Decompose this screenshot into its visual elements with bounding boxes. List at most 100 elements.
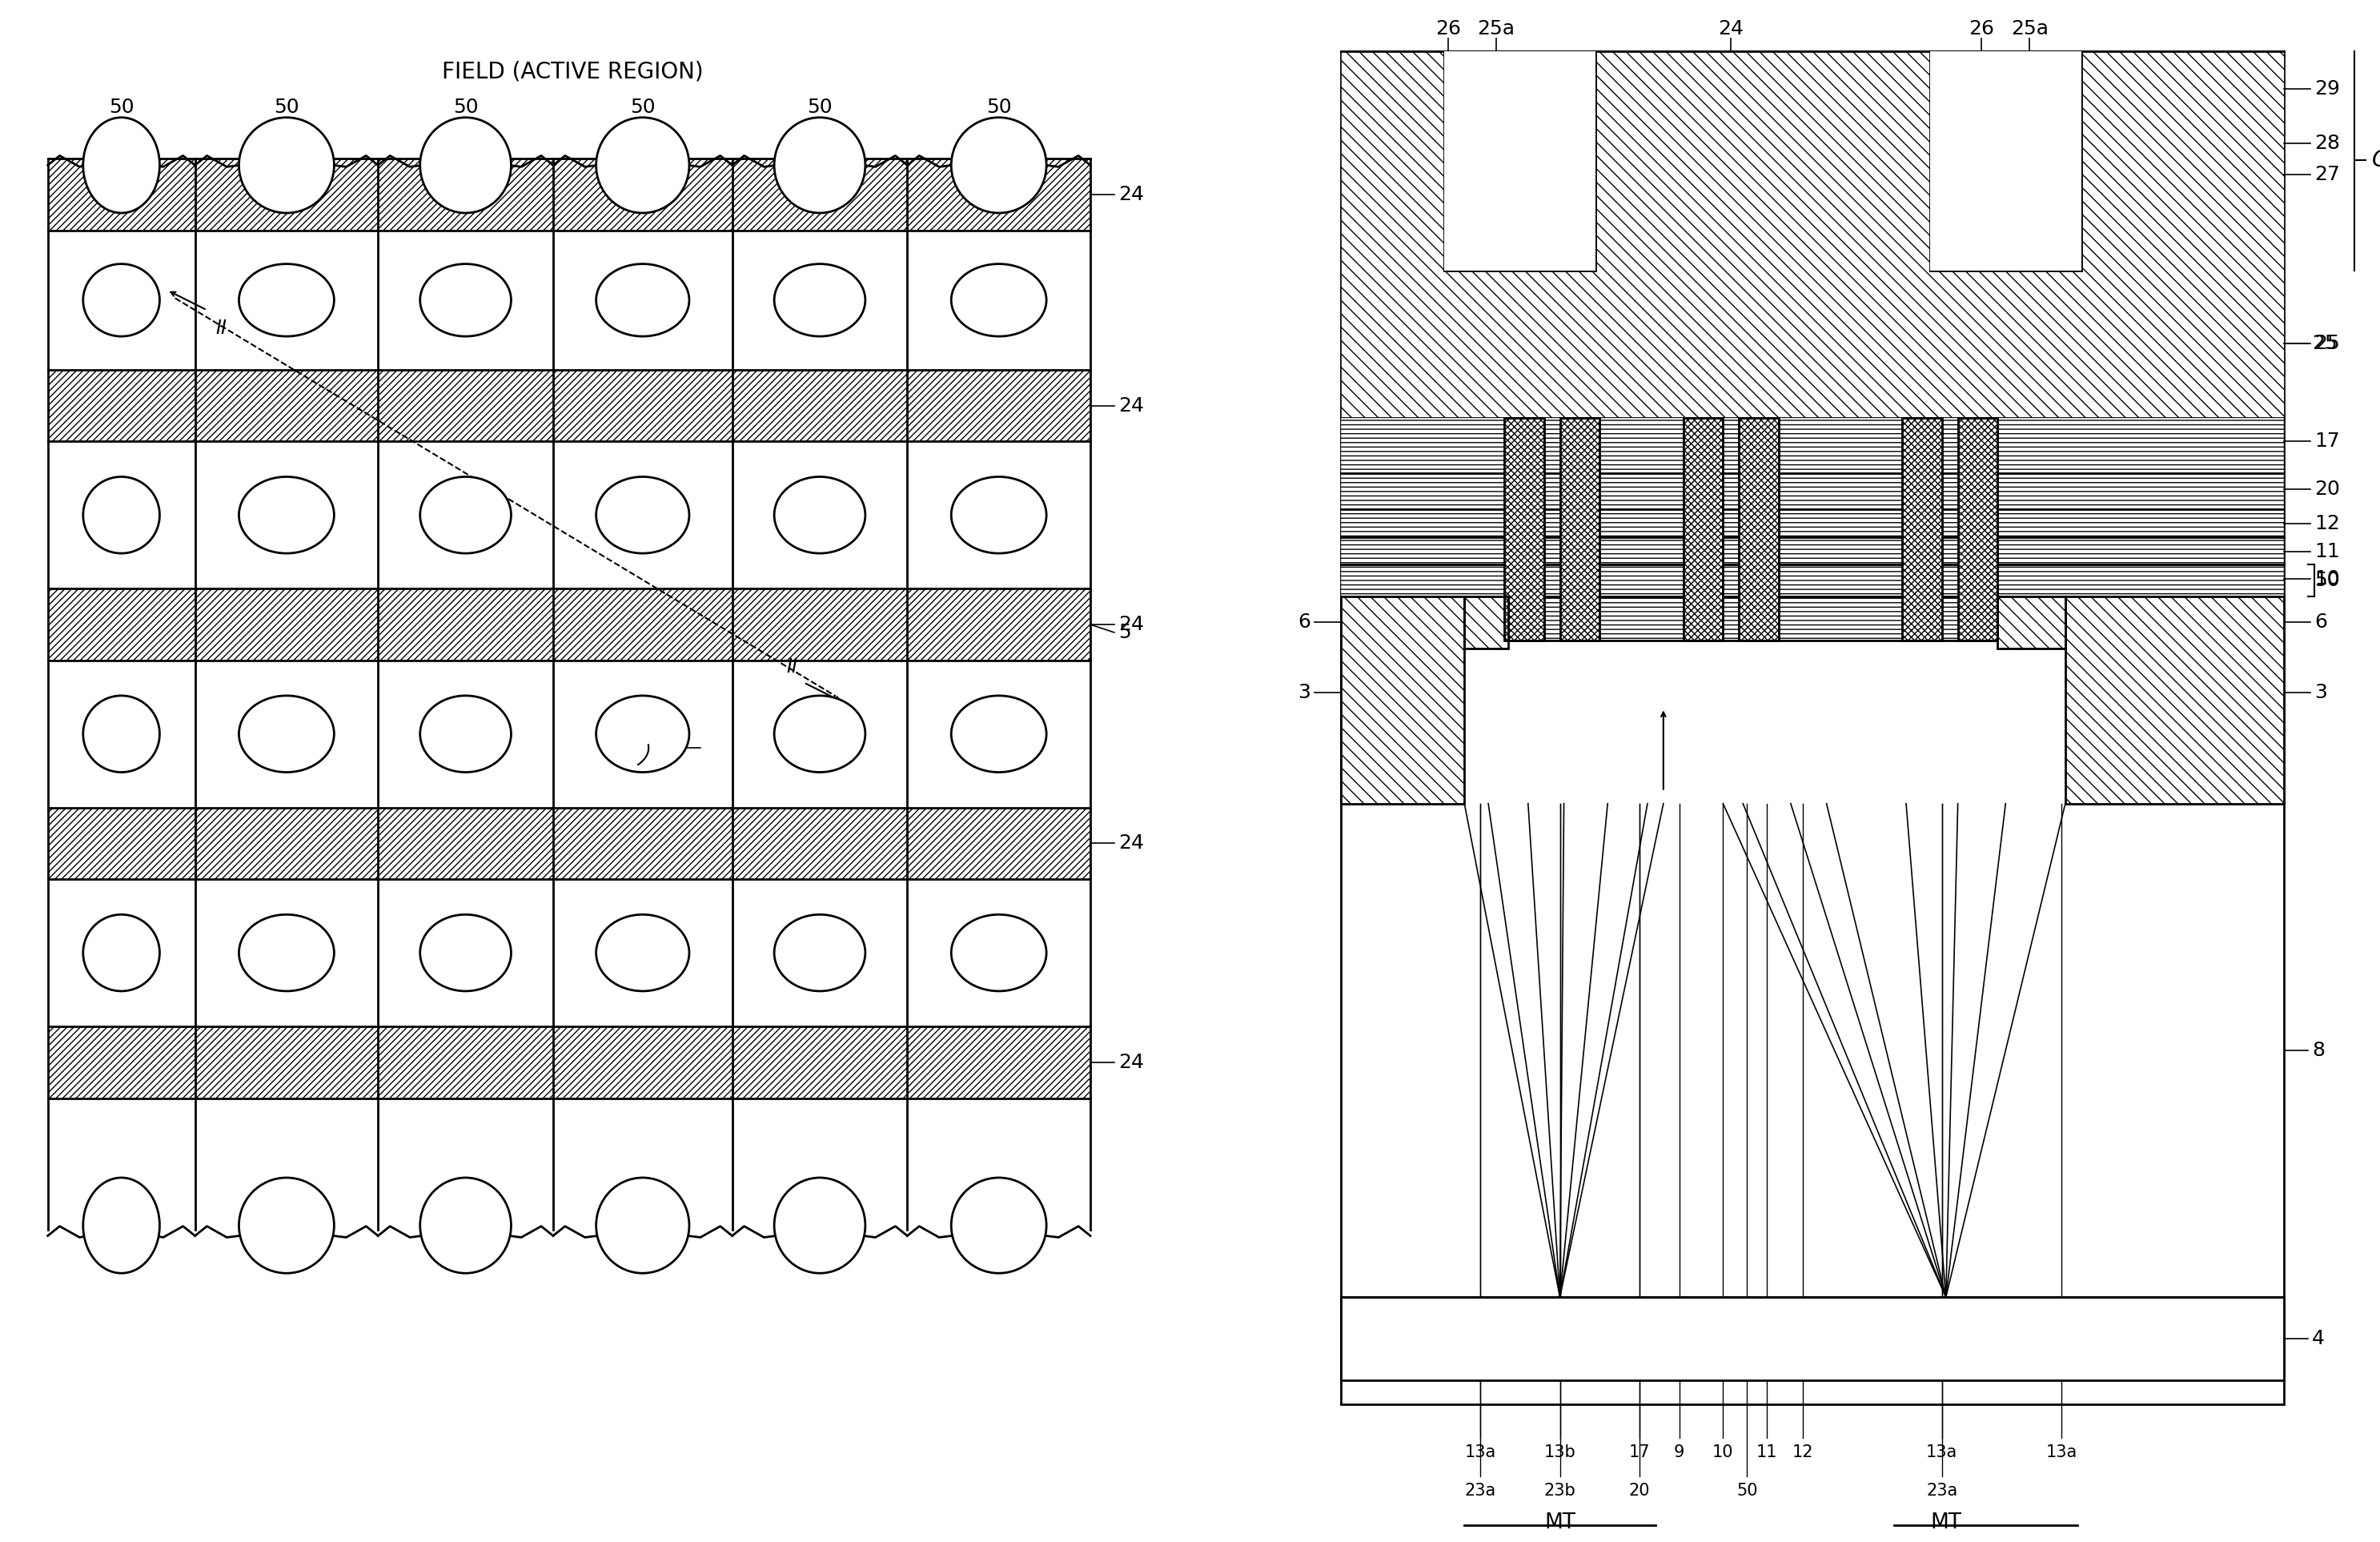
Bar [1340,418,2285,640]
Bar [1445,51,1595,270]
Text: 12: 12 [2313,513,2340,534]
Bar [378,808,552,879]
Ellipse shape [419,264,512,336]
Bar [552,370,733,441]
Ellipse shape [774,914,866,992]
Bar [48,589,195,660]
Bar [733,1027,907,1098]
Bar [907,159,1090,230]
Bar [1930,191,1964,270]
Bar [48,1027,195,1098]
Ellipse shape [774,117,866,213]
Bar [733,808,907,879]
Bar [378,1027,552,1098]
Text: 6: 6 [2313,612,2328,632]
Ellipse shape [419,476,512,554]
Text: 11: 11 [1756,1445,1778,1460]
Bar [1464,597,1509,648]
Text: 50: 50 [2313,571,2340,591]
Bar [907,589,1090,660]
Bar [1464,597,1509,648]
Bar [907,808,1090,879]
Bar [1559,418,1599,640]
Bar [1740,418,1778,640]
Ellipse shape [595,1178,690,1274]
Text: 50: 50 [985,97,1011,117]
Ellipse shape [952,1178,1047,1274]
Bar [48,808,195,879]
Ellipse shape [83,476,159,554]
Text: 24: 24 [1119,834,1145,853]
Ellipse shape [83,117,159,213]
Text: 50: 50 [1737,1482,1756,1499]
Text: 25: 25 [2313,335,2340,353]
Bar [48,159,195,230]
Bar [1445,51,1595,126]
Text: 24: 24 [1119,615,1145,634]
Text: 25a: 25a [2011,20,2049,39]
Text: 10: 10 [2313,569,2340,589]
Text: 13a: 13a [1464,1445,1497,1460]
Ellipse shape [419,1178,512,1274]
Ellipse shape [595,117,690,213]
Bar [195,159,378,230]
Text: 50: 50 [631,97,654,117]
Bar [2066,597,2285,803]
Text: II: II [217,319,226,338]
Text: 26: 26 [1968,20,1994,39]
Bar [552,808,733,879]
Bar [378,589,552,660]
Bar [1561,191,1595,270]
Text: 3: 3 [1297,683,1311,702]
Bar [1445,159,1595,191]
Text: 5: 5 [1119,623,1130,641]
Bar [1959,418,1997,640]
Text: 50: 50 [807,97,833,117]
Ellipse shape [952,914,1047,992]
Text: 24: 24 [1119,185,1145,204]
Ellipse shape [238,1178,333,1274]
Text: 4: 4 [2311,1329,2325,1348]
Text: 23a: 23a [1925,1482,1959,1499]
Ellipse shape [595,264,690,336]
Bar [733,159,907,230]
Text: 9: 9 [1673,1445,1685,1460]
Bar [1997,597,2066,648]
Ellipse shape [595,695,690,773]
Text: MT: MT [1545,1513,1576,1533]
Bar [1964,191,2047,270]
Bar [1340,51,2285,1405]
Text: 13a: 13a [2044,1445,2078,1460]
Text: $\theta$: $\theta$ [652,725,669,748]
Bar [1340,51,2285,418]
Bar [1340,1297,2285,1380]
Text: FIELD (ACTIVE REGION): FIELD (ACTIVE REGION) [443,60,704,83]
Text: II: II [785,657,797,677]
Text: 50: 50 [274,97,300,117]
Bar [1340,597,1464,803]
Bar [1959,418,1997,640]
Bar [552,1027,733,1098]
Bar [195,589,378,660]
Bar [907,370,1090,441]
Ellipse shape [238,476,333,554]
Bar [195,808,378,879]
Ellipse shape [238,695,333,773]
Text: 28: 28 [2313,133,2340,153]
Text: 11: 11 [2313,541,2340,561]
Text: 50: 50 [452,97,478,117]
Ellipse shape [83,914,159,992]
Ellipse shape [419,914,512,992]
Bar [733,589,907,660]
Ellipse shape [83,264,159,336]
Text: C: C [2373,150,2380,171]
Text: 13b: 13b [1545,1445,1576,1460]
Bar [552,159,733,230]
Bar [1445,126,1595,159]
Bar [2066,597,2285,803]
Bar [2047,191,2080,270]
Text: 20: 20 [2313,480,2340,498]
Bar [733,370,907,441]
Ellipse shape [774,1178,866,1274]
Text: 12: 12 [1792,1445,1814,1460]
